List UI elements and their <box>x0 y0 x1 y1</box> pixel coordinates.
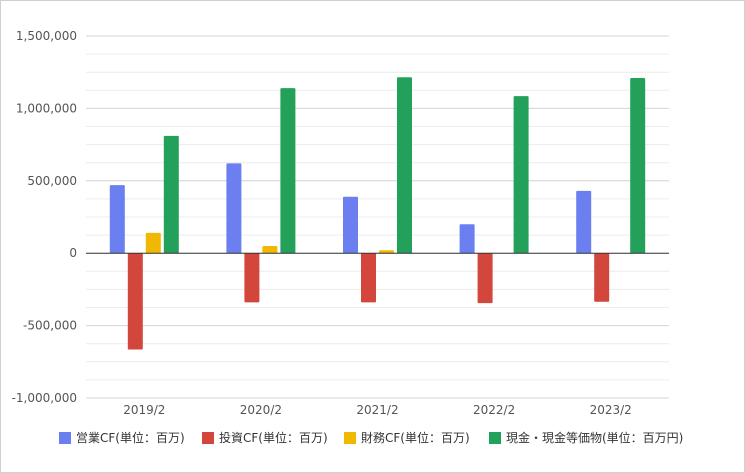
bar-4-3 <box>630 77 646 254</box>
x-tick-label: 2020/2 <box>240 403 282 417</box>
bar-3-3 <box>513 96 529 254</box>
bar-3-0 <box>459 224 475 254</box>
bar-2-0 <box>343 196 358 254</box>
y-tick-label: 500,000 <box>27 174 77 188</box>
bar-0-0 <box>109 185 125 254</box>
x-tick-label: 2021/2 <box>356 403 398 417</box>
bar-2-3 <box>397 77 412 254</box>
x-tick-label: 2019/2 <box>123 403 165 417</box>
bar-4-1 <box>594 253 610 302</box>
legend-swatch <box>344 432 356 444</box>
bar-3-1 <box>477 253 493 304</box>
y-tick-label: 1,500,000 <box>16 29 77 43</box>
bar-1-3 <box>280 88 296 254</box>
legend-swatch <box>202 432 214 444</box>
bar-0-3 <box>163 135 179 254</box>
bar-1-1 <box>244 253 260 303</box>
legend-swatch <box>489 432 501 444</box>
bar-4-0 <box>576 190 592 254</box>
bar-0-1 <box>127 253 143 350</box>
y-tick-label: 1,000,000 <box>16 101 77 115</box>
legend-label: 営業CF(単位：百万) <box>76 430 185 445</box>
bar-1-0 <box>226 163 242 254</box>
bar-0-2 <box>145 232 161 254</box>
legend-label: 投資CF(単位：百万) <box>219 430 328 445</box>
y-tick-label: -1,000,000 <box>12 391 77 405</box>
bar-2-1 <box>361 253 376 303</box>
legend-label: 現金・現金等価物(単位：百万円) <box>506 430 683 445</box>
bar-2-2 <box>379 250 394 254</box>
x-tick-label: 2023/2 <box>590 403 632 417</box>
y-tick-label: 0 <box>69 246 77 260</box>
x-tick-label: 2022/2 <box>473 403 515 417</box>
bar-1-2 <box>262 245 278 254</box>
legend-label: 財務CF(単位：百万) <box>361 430 470 445</box>
y-tick-label: -500,000 <box>23 319 77 333</box>
legend-swatch <box>59 432 71 444</box>
